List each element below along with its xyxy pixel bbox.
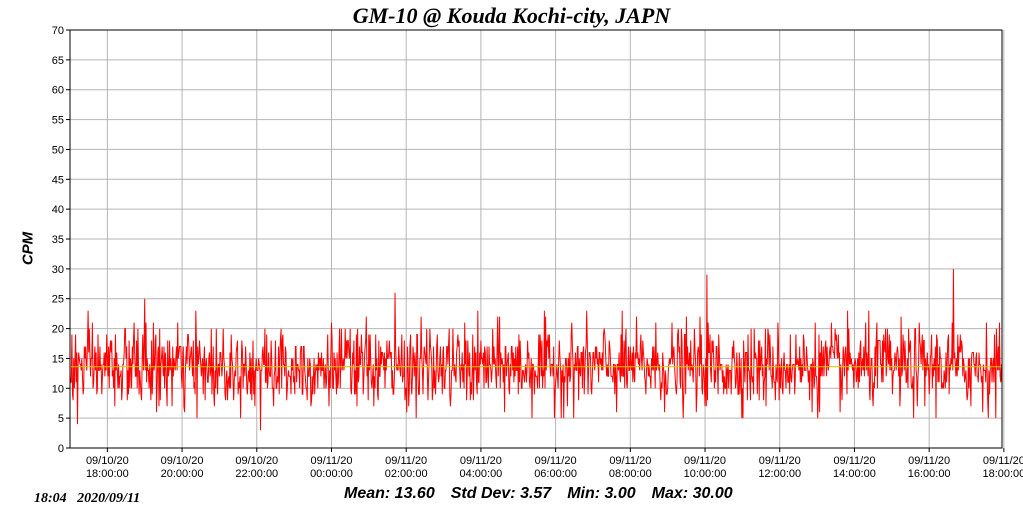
y-tick-label: 25 [52, 294, 64, 306]
y-tick-label: 15 [52, 353, 64, 365]
y-tick-label: 20 [52, 324, 64, 336]
stats-summary: Mean: 13.60 Std Dev: 3.57 Min: 3.00 Max: 30… [344, 485, 749, 503]
x-tick-time-label: 04:00:00 [459, 468, 502, 480]
x-tick-date-label: 09/11/20 [983, 455, 1023, 467]
x-tick-time-label: 08:00:00 [609, 468, 652, 480]
x-tick-time-label: 12:00:00 [758, 468, 801, 480]
x-tick-date-label: 09/11/20 [609, 455, 651, 467]
plot-frame [69, 29, 1003, 449]
y-tick-label: 45 [52, 174, 64, 186]
stat-max: Max: 30.00 [651, 485, 733, 502]
timestamp: 18:04 2020/09/11 [34, 491, 141, 506]
x-tick-time-label: 20:00:00 [161, 468, 204, 480]
x-tick-date-label: 09/11/20 [759, 455, 801, 467]
y-tick-label: 60 [52, 85, 64, 97]
x-tick-time-label: 02:00:00 [385, 468, 428, 480]
y-tick-label: 0 [58, 443, 64, 455]
chart-title: GM-10 @ Kouda Kochi-city, JAPN [352, 3, 671, 28]
x-tick-date-label: 09/11/20 [535, 455, 577, 467]
x-tick-time-label: 14:00:00 [833, 468, 876, 480]
x-tick-time-label: 16:00:00 [908, 468, 951, 480]
y-tick-label: 30 [52, 264, 64, 276]
x-tick-date-label: 09/11/20 [908, 455, 950, 467]
stat-min: Min: 3.00 [567, 485, 636, 502]
y-axis-label: CPM [19, 231, 37, 266]
series-line-cpm [69, 268, 1003, 431]
y-tick-label: 5 [58, 413, 64, 425]
x-tick-date-label: 09/10/20 [86, 455, 129, 467]
axis-layer: 051015202530354045505560657009/10/2018:0… [52, 25, 1023, 480]
y-tick-label: 70 [52, 25, 64, 37]
series-layer [69, 268, 1003, 431]
stat-std: Std Dev: 3.57 [450, 485, 552, 502]
x-tick-date-label: 09/11/20 [310, 455, 352, 467]
y-tick-label: 40 [52, 204, 64, 216]
y-tick-label: 50 [52, 144, 64, 156]
x-tick-date-label: 09/11/20 [460, 455, 502, 467]
x-tick-time-label: 10:00:00 [684, 468, 727, 480]
x-tick-date-label: 09/11/20 [385, 455, 427, 467]
x-tick-time-label: 22:00:00 [235, 468, 278, 480]
y-tick-label: 65 [52, 55, 64, 67]
y-tick-label: 55 [52, 115, 64, 127]
y-tick-label: 10 [52, 383, 64, 395]
y-tick-label: 35 [52, 234, 64, 246]
stat-mean: Mean: 13.60 [344, 485, 435, 502]
x-tick-date-label: 09/10/20 [235, 455, 278, 467]
x-tick-time-label: 06:00:00 [534, 468, 577, 480]
x-tick-time-label: 18:00:00 [86, 468, 129, 480]
x-tick-time-label: 18:00:00 [982, 468, 1023, 480]
x-tick-date-label: 09/11/20 [833, 455, 875, 467]
x-tick-time-label: 00:00:00 [310, 468, 353, 480]
x-tick-date-label: 09/11/20 [684, 455, 726, 467]
x-tick-date-label: 09/10/20 [161, 455, 204, 467]
